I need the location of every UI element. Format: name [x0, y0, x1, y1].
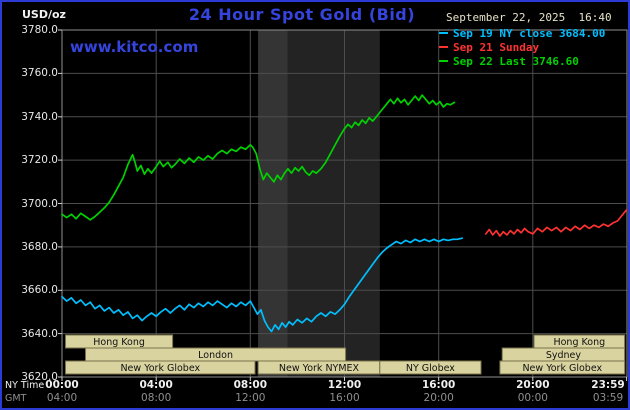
- x-tick-label-gmt: 16:00: [329, 392, 360, 404]
- y-tick-label: 3760.0: [21, 67, 58, 80]
- legend-label: Sep 22 Last 3746.60: [453, 54, 579, 68]
- legend-item: Sep 21 Sunday: [439, 40, 605, 54]
- session-box: [65, 360, 256, 375]
- y-tick-label: 3660.0: [21, 284, 58, 297]
- y-tick-label: 3780.0: [21, 24, 58, 36]
- x-tick-label-gmt: 08:00: [141, 392, 172, 404]
- session-label: London: [198, 350, 233, 361]
- series-line-sep21: [484, 209, 628, 237]
- x-tick-label-gmt: 03:59: [592, 392, 624, 404]
- y-tick-label: 3620.0: [21, 371, 58, 383]
- series-line-sep19: [61, 237, 464, 333]
- legend-label: Sep 21 Sunday: [453, 40, 540, 54]
- legend-line-swatch: [439, 46, 448, 48]
- ny-time-axis-label: NY Time: [5, 380, 45, 391]
- unit-label: USD/oz: [22, 8, 66, 21]
- session-box: [499, 360, 626, 375]
- legend: Sep 19 NY close 3684.00 Sep 21 Sunday Sep …: [439, 26, 605, 68]
- x-tick-label-ny: 20:00: [516, 379, 550, 391]
- y-tick-label: 3700.0: [21, 197, 58, 210]
- x-tick-label-ny: 12:00: [327, 379, 362, 391]
- chart-title: 24 Hour Spot Gold (Bid): [188, 5, 416, 24]
- legend-line-swatch: [439, 60, 448, 62]
- datetime-label: September 22, 2025 16:40: [446, 11, 612, 24]
- y-tick-label: 3680.0: [21, 240, 58, 253]
- x-tick-label-ny: 08:00: [233, 379, 268, 391]
- x-tick-label-ny: 00:00: [45, 379, 79, 391]
- x-tick-label-ny: 16:00: [421, 379, 456, 391]
- gmt-axis-label: GMT: [5, 393, 27, 404]
- kitco-link[interactable]: www.kitco.com: [70, 38, 199, 56]
- x-tick-label-gmt: 04:00: [46, 392, 78, 404]
- session-box: [533, 334, 626, 349]
- x-tick-label-ny: 23:59: [591, 379, 625, 391]
- legend-item: Sep 19 NY close 3684.00: [439, 26, 605, 40]
- x-tick-label-gmt: 20:00: [423, 392, 454, 404]
- legend-item: Sep 22 Last 3746.60: [439, 54, 605, 68]
- session-label: NY Globex: [406, 363, 455, 374]
- session-label: Hong Kong: [93, 337, 145, 348]
- x-tick-label-gmt: 12:00: [235, 392, 266, 404]
- y-tick-label: 3640.0: [21, 327, 58, 340]
- session-box: [379, 360, 482, 375]
- session-label: New York Globex: [120, 363, 200, 374]
- session-label: Hong Kong: [553, 337, 605, 348]
- legend-line-swatch: [439, 32, 448, 34]
- session-label: New York NYMEX: [279, 363, 360, 374]
- session-label: New York Globex: [522, 363, 602, 374]
- legend-label: Sep 19 NY close 3684.00: [453, 26, 606, 40]
- series-line-sep22: [61, 94, 456, 221]
- session-label: Sydney: [546, 350, 582, 361]
- y-tick-label: 3740.0: [21, 110, 58, 123]
- y-tick-label: 3720.0: [21, 154, 58, 167]
- x-tick-label-gmt: 00:00: [517, 392, 548, 404]
- x-tick-label-ny: 04:00: [139, 379, 173, 391]
